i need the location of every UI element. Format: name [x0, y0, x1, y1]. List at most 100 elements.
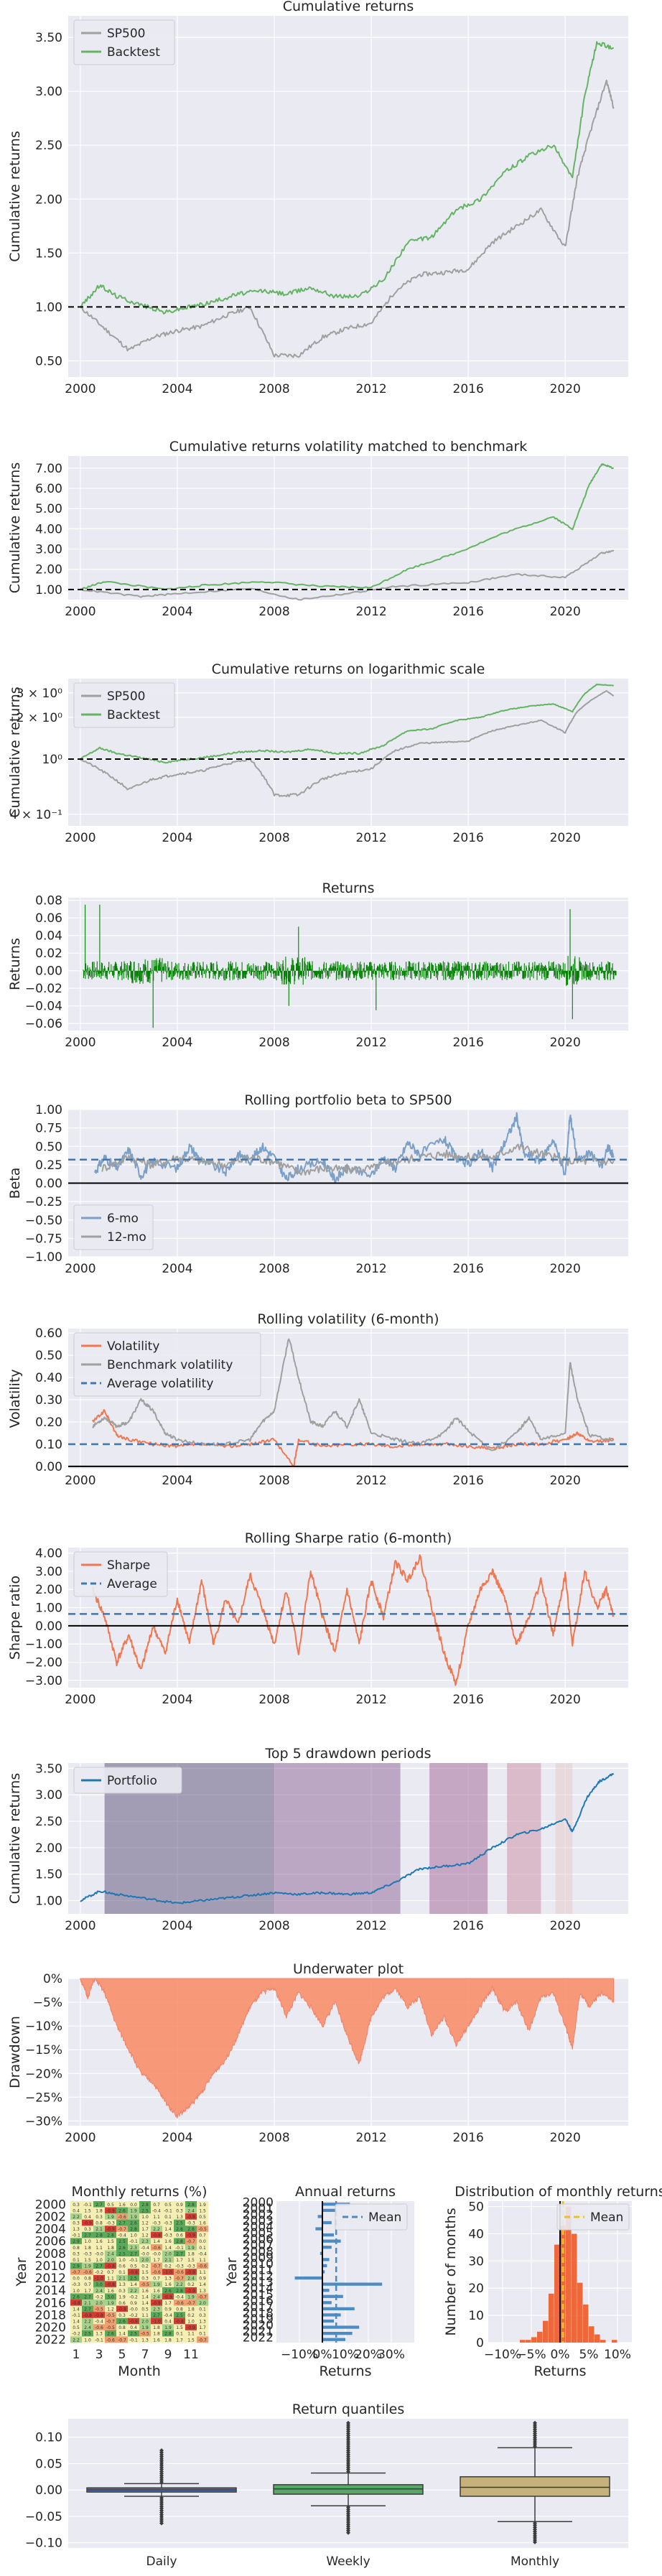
heatmap-cell	[105, 2201, 117, 2208]
heatmap-cell-label: 1.9	[107, 2301, 114, 2306]
y-tick-label: 3.00	[35, 1565, 62, 1579]
x-tick-label: 2012	[355, 1262, 386, 1276]
heatmap-cell-label: 1.8	[187, 2251, 195, 2256]
heatmap-cell-label: 1.0	[187, 2320, 195, 2325]
heatmap-cell-label: 1.1	[199, 2258, 206, 2263]
x-tick-label: 2004	[162, 1693, 192, 1707]
y-tick-label: 2020	[35, 2321, 66, 2335]
heatmap-cell-label: -0.7	[187, 2239, 195, 2244]
annual-return-bar	[322, 2270, 325, 2274]
heatmap-cell-label: 1.9	[130, 2208, 137, 2213]
heatmap-cell-label: -0.1	[72, 2233, 80, 2238]
heatmap-cell-label: 1.6	[164, 2239, 172, 2244]
heatmap-cell-label: 2.0	[95, 2301, 103, 2306]
heatmap-cell	[185, 2226, 197, 2233]
heatmap-cell-label: -0.8	[95, 2313, 103, 2318]
x-tick-label: 2016	[453, 1036, 484, 1050]
heatmap-cell	[197, 2293, 209, 2300]
x-tick-label: 2004	[162, 382, 192, 396]
heatmap-cell-label: 1.9	[187, 2246, 195, 2251]
heatmap-cell	[116, 2281, 129, 2288]
heatmap-cell	[197, 2336, 209, 2343]
heatmap-cell-label: 2.6	[73, 2294, 80, 2300]
x-tick-label: 2016	[453, 1693, 484, 1707]
heatmap-cell-label: 2.2	[73, 2338, 80, 2343]
heatmap-cell-label: 1.5	[187, 2338, 195, 2343]
heatmap-cell-label: 0.1	[118, 2270, 126, 2275]
heatmap-cell	[93, 2317, 106, 2325]
legend-label: Backtest	[107, 45, 160, 60]
heatmap-cell-label: 1.9	[118, 2294, 126, 2300]
heatmap-cell-label: 2.8	[187, 2203, 195, 2208]
heatmap-cell	[174, 2269, 186, 2276]
heatmap-cell	[93, 2226, 106, 2233]
heatmap-cell	[162, 2274, 174, 2282]
heatmap-cell	[105, 2305, 117, 2312]
x-tick-label: 2012	[355, 382, 386, 396]
heatmap-cell	[105, 2231, 117, 2238]
heatmap-cell-label: 0.7	[153, 2203, 160, 2208]
heatmap-cell-label: -0.6	[83, 2270, 92, 2275]
y-tick-label: −1.00	[25, 1637, 62, 1652]
heatmap-cell-label: 1.3	[73, 2227, 80, 2232]
heatmap-cell	[105, 2300, 117, 2306]
histogram-bar	[554, 2244, 560, 2343]
heatmap-cell-label: -0.3	[106, 2221, 115, 2226]
y-tick-label: 2001	[243, 2202, 274, 2216]
y-tick-label: 2003	[243, 2214, 274, 2228]
heatmap-cell	[185, 2262, 197, 2269]
heatmap-cell	[70, 2287, 83, 2294]
legend-label: Volatility	[107, 1339, 159, 1354]
x-tick-label: 2000	[65, 1919, 95, 1933]
heatmap-cell	[139, 2243, 151, 2251]
chart-title: Rolling volatility (6-month)	[257, 1311, 439, 1327]
heatmap-cell	[151, 2262, 163, 2269]
heatmap-cell	[105, 2243, 117, 2251]
heatmap-cell	[174, 2231, 186, 2238]
heatmap-cell	[70, 2336, 83, 2343]
x-tick-label: 2000	[65, 831, 95, 845]
x-tick-label: 2004	[162, 2131, 192, 2145]
heatmap-cell-label: -0.2	[95, 2270, 103, 2275]
heatmap-cell-label: 2.8	[176, 2227, 183, 2232]
heatmap-cell	[82, 2281, 94, 2288]
y-axis-label: Cumulative returns	[7, 687, 23, 817]
heatmap-cell-label: 1.6	[95, 2239, 103, 2244]
heatmap-cell-label: 1.3	[199, 2289, 206, 2294]
plot-area	[68, 16, 628, 377]
heatmap-cell-label: 0.4	[130, 2325, 137, 2330]
heatmap-cell-label: 2.7	[130, 2251, 137, 2256]
heatmap-cell	[139, 2269, 151, 2276]
heatmap-cell	[105, 2336, 117, 2343]
heatmap-cell-label: 1.0	[130, 2233, 137, 2238]
annual-return-bar	[322, 2221, 332, 2225]
heatmap-cell	[139, 2231, 151, 2238]
heatmap-cell-label: 0.3	[73, 2251, 80, 2256]
heatmap-cell	[128, 2300, 140, 2306]
heatmap-cell	[70, 2213, 83, 2220]
x-tick-label: 2016	[453, 1262, 484, 1276]
heatmap-cell-label: -0.7	[152, 2264, 161, 2269]
heatmap-cell-label: -1.0	[152, 2320, 161, 2325]
heatmap-cell-label: -0.3	[83, 2251, 92, 2256]
y-tick-label: 7.00	[35, 462, 62, 476]
heatmap-cell	[151, 2238, 163, 2245]
y-tick-label: 0.00	[35, 1460, 62, 1474]
y-tick-label: 2011	[243, 2263, 274, 2277]
heatmap-cell	[70, 2305, 83, 2312]
legend-box	[556, 2203, 630, 2231]
heatmap-cell-label: -0.8	[175, 2320, 184, 2325]
heatmap-cell	[174, 2305, 186, 2312]
heatmap-cell	[162, 2312, 174, 2319]
annual-return-bar	[322, 2208, 337, 2212]
heatmap-cell	[93, 2336, 106, 2343]
heatmap-cell-label: 2.3	[130, 2246, 137, 2251]
y-tick-label: 2013	[243, 2276, 274, 2290]
heatmap-cell	[151, 2207, 163, 2214]
heatmap-cell-label: -0.7	[118, 2227, 126, 2232]
heatmap-cell-label: 1.8	[187, 2307, 195, 2312]
heatmap-cell-label: -0.9	[106, 2227, 115, 2232]
y-tick-label: −3.00	[25, 1674, 62, 1688]
y-tick-label: 2000	[243, 2195, 274, 2210]
heatmap-cell	[197, 2269, 209, 2276]
